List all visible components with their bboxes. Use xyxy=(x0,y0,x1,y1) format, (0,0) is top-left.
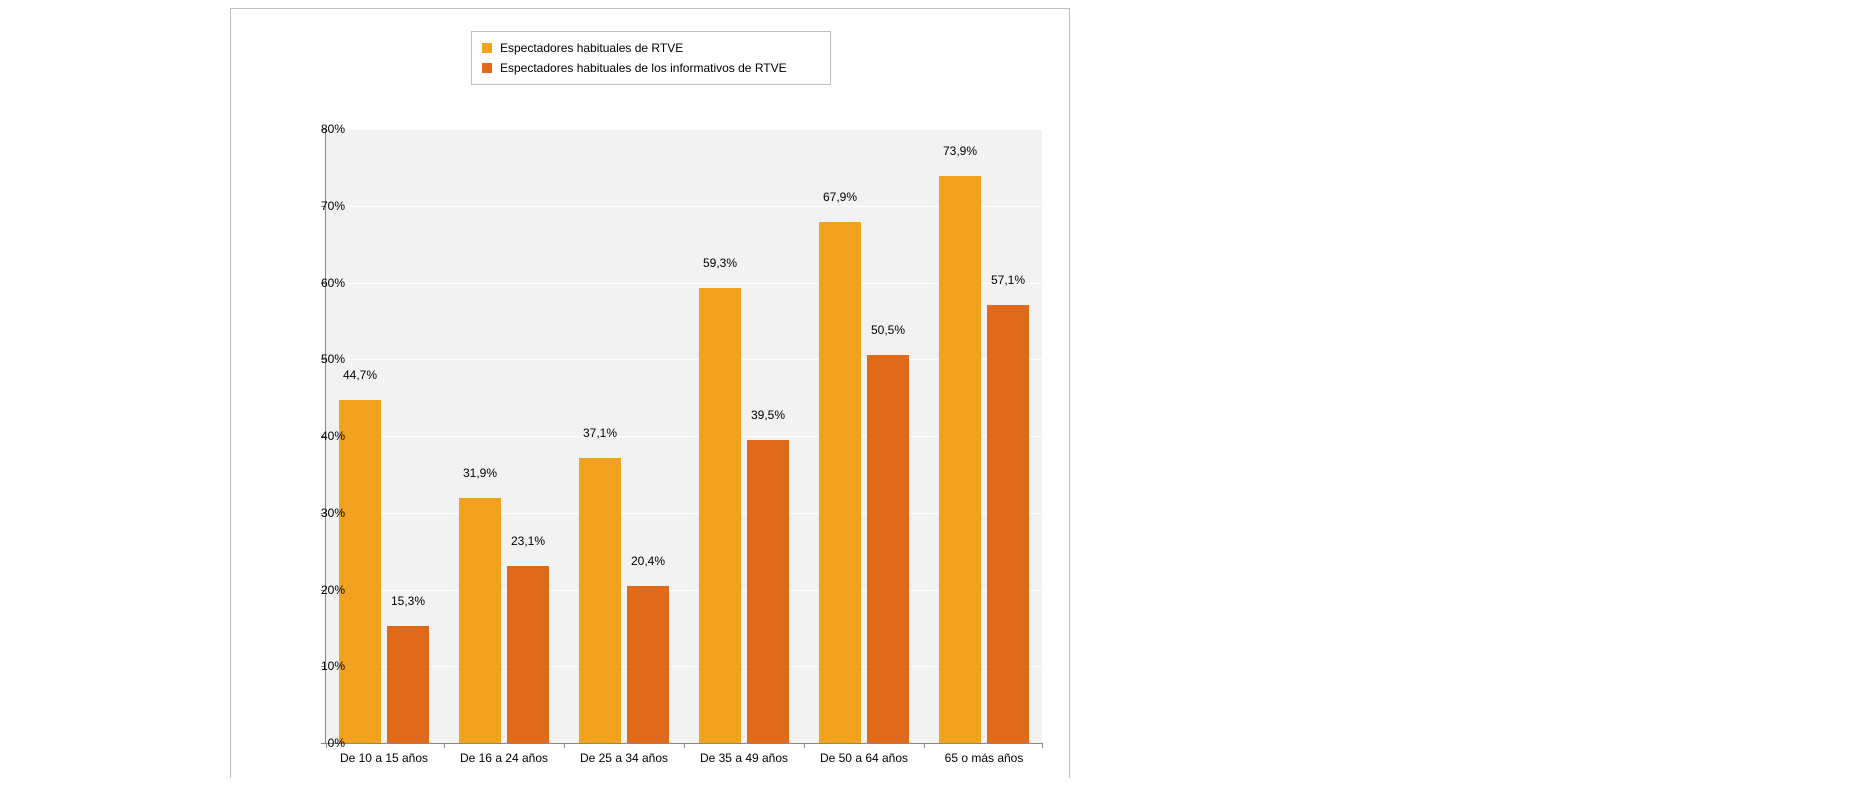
legend-item: Espectadores habituales de los informati… xyxy=(482,58,820,78)
bar xyxy=(867,355,909,743)
x-tick-label: 65 o más años xyxy=(945,751,1024,765)
legend-swatch xyxy=(482,43,492,53)
bar xyxy=(747,440,789,743)
y-tick-label: 80% xyxy=(295,122,345,136)
plot-area: 44,7%15,3%De 10 a 15 años31,9%23,1%De 16… xyxy=(325,129,1042,744)
x-tick-label: De 50 a 64 años xyxy=(820,751,908,765)
x-tick-label: De 16 a 24 años xyxy=(460,751,548,765)
bar-value-label: 57,1% xyxy=(991,273,1025,289)
legend: Espectadores habituales de RTVE Espectado… xyxy=(471,31,831,85)
y-tick-label: 30% xyxy=(295,506,345,520)
bar-value-label: 59,3% xyxy=(703,256,737,272)
bar xyxy=(579,458,621,743)
x-tick-label: De 10 a 15 años xyxy=(340,751,428,765)
gridline xyxy=(326,129,1042,130)
gridline xyxy=(326,513,1042,514)
bar xyxy=(819,222,861,743)
legend-label: Espectadores habituales de los informati… xyxy=(500,61,787,75)
y-tick-label: 0% xyxy=(295,736,345,750)
gridline xyxy=(326,283,1042,284)
y-tick-label: 10% xyxy=(295,659,345,673)
gridline xyxy=(326,666,1042,667)
gridline xyxy=(326,359,1042,360)
bar xyxy=(459,498,501,743)
gridline xyxy=(326,436,1042,437)
y-tick-label: 40% xyxy=(295,429,345,443)
bar-value-label: 31,9% xyxy=(463,466,497,482)
bar-value-label: 20,4% xyxy=(631,554,665,570)
y-tick-label: 50% xyxy=(295,352,345,366)
bar-value-label: 67,9% xyxy=(823,190,857,206)
bar-value-label: 37,1% xyxy=(583,426,617,442)
x-tick-label: De 35 a 49 años xyxy=(700,751,788,765)
x-tick-mark xyxy=(924,743,925,748)
bar-value-label: 39,5% xyxy=(751,408,785,424)
gridline xyxy=(326,590,1042,591)
x-tick-mark xyxy=(1042,743,1043,748)
bar xyxy=(939,176,981,743)
legend-swatch xyxy=(482,63,492,73)
bar xyxy=(699,288,741,743)
bar xyxy=(387,626,429,743)
bar-value-label: 44,7% xyxy=(343,368,377,384)
y-tick-label: 60% xyxy=(295,276,345,290)
legend-label: Espectadores habituales de RTVE xyxy=(500,41,683,55)
bar-value-label: 23,1% xyxy=(511,534,545,550)
bar xyxy=(339,400,381,743)
bar xyxy=(987,305,1029,743)
bar-value-label: 15,3% xyxy=(391,594,425,610)
bar xyxy=(627,586,669,743)
x-tick-mark xyxy=(684,743,685,748)
x-tick-label: De 25 a 34 años xyxy=(580,751,668,765)
x-tick-mark xyxy=(564,743,565,748)
y-tick-label: 70% xyxy=(295,199,345,213)
x-tick-mark xyxy=(804,743,805,748)
y-tick-label: 20% xyxy=(295,583,345,597)
bar-value-label: 73,9% xyxy=(943,144,977,160)
chart-container: Espectadores habituales de RTVE Espectado… xyxy=(230,8,1070,778)
legend-item: Espectadores habituales de RTVE xyxy=(482,38,820,58)
gridline xyxy=(326,206,1042,207)
x-tick-mark xyxy=(444,743,445,748)
bar-value-label: 50,5% xyxy=(871,323,905,339)
bar xyxy=(507,566,549,743)
